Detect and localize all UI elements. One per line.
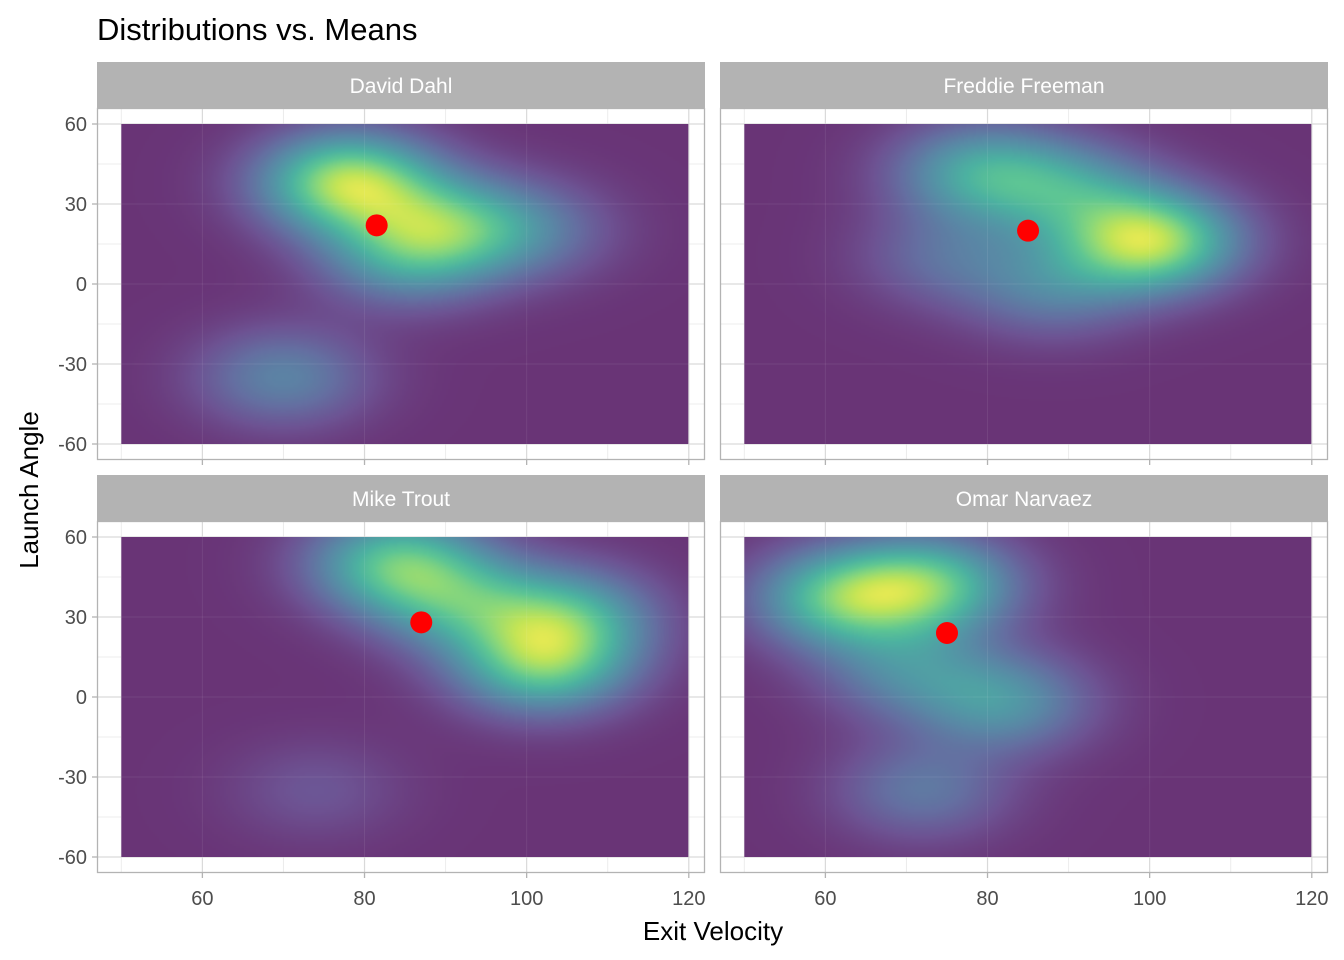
facet-strip-label: Mike Trout (352, 488, 450, 511)
mean-point (935, 622, 958, 644)
y-tick-label: -60 (58, 434, 87, 456)
y-tick-label: 0 (76, 687, 87, 709)
chart-title: Distributions vs. Means (97, 12, 417, 47)
facet-strip-label: Omar Narvaez (956, 488, 1093, 511)
x-tick-label: 80 (976, 888, 998, 910)
panel-border (719, 520, 1329, 874)
y-tick-label: -30 (58, 767, 87, 789)
x-tick-label: 60 (814, 888, 836, 910)
mean-point (1017, 219, 1040, 242)
y-tick-label: -30 (58, 354, 87, 376)
y-tick-label: -60 (58, 847, 87, 869)
mean-point (410, 611, 433, 634)
mean-point (365, 214, 388, 237)
x-tick-label: 80 (353, 888, 375, 910)
y-tick-label: 30 (65, 607, 87, 629)
facet-panel-3: Mike Trout -60 -30 0 30 60 60 80 100 120 (58, 475, 705, 910)
y-tick-label: 30 (65, 194, 87, 216)
y-axis-label: Launch Angle (14, 411, 44, 569)
y-tick-label: 60 (65, 114, 87, 136)
y-tick-label: 60 (65, 527, 87, 549)
facet-panel-1: David Dahl -60 -30 0 30 60 (58, 62, 706, 465)
x-tick-label: 60 (191, 888, 213, 910)
facet-panels: David Dahl -60 -30 0 30 60 Freddie Freeman Mike… (58, 62, 1328, 910)
x-tick-label: 100 (1133, 888, 1166, 910)
facet-strip (97, 475, 705, 521)
facet-panel-2: Freddie Freeman (719, 62, 1329, 465)
x-axis-label: Exit Velocity (643, 916, 783, 946)
panel-border (96, 107, 706, 461)
facet-strip-label: David Dahl (350, 75, 453, 98)
facet-strip (720, 62, 1328, 108)
panel-border (719, 107, 1329, 461)
x-tick-label: 120 (1295, 888, 1328, 910)
facet-strip (97, 62, 705, 108)
x-tick-label: 100 (510, 888, 543, 910)
facet-panel-4: Omar Narvaez 60 80 100 120 (719, 475, 1329, 910)
density-raster (744, 124, 1312, 444)
facet-strip (720, 475, 1328, 521)
x-tick-label: 120 (672, 888, 705, 910)
panel-border (96, 520, 706, 874)
y-tick-label: 0 (76, 274, 87, 296)
facet-strip-label: Freddie Freeman (943, 75, 1104, 98)
density-raster (121, 537, 689, 857)
density-raster (121, 124, 689, 444)
density-raster (744, 537, 1312, 857)
